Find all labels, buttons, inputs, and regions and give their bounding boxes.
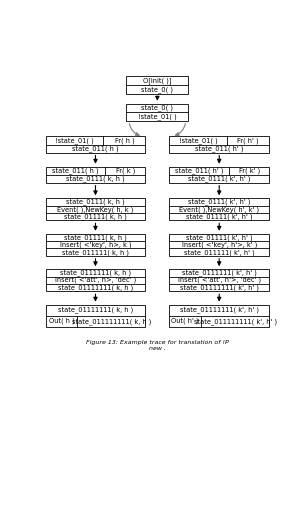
Text: state_01111111( k', h' ): state_01111111( k', h' ): [180, 284, 259, 291]
Text: Figure 13: Example trace for translation of !P: Figure 13: Example trace for translation…: [86, 340, 229, 345]
FancyBboxPatch shape: [169, 167, 269, 183]
Text: O[Init( )]: O[Init( )]: [143, 77, 172, 84]
Text: Event( ),NewKey( h', k' ): Event( ),NewKey( h', k' ): [179, 206, 259, 212]
Text: state_0111( k', h' ): state_0111( k', h' ): [188, 199, 251, 206]
Text: Fr( k' ): Fr( k' ): [239, 167, 260, 174]
FancyBboxPatch shape: [126, 76, 188, 94]
FancyBboxPatch shape: [45, 234, 146, 256]
Text: Insert( <'att', h'>, 'dec' ): Insert( <'att', h'>, 'dec' ): [178, 277, 261, 283]
FancyBboxPatch shape: [45, 167, 146, 183]
Text: state_0( ): state_0( ): [141, 105, 173, 111]
Text: state_0111( k, h ): state_0111( k, h ): [66, 199, 125, 206]
Text: !state_01( ): !state_01( ): [138, 113, 177, 120]
Text: state_01111( k, h ): state_01111( k, h ): [64, 213, 127, 220]
Text: state_01111111( k, h ): state_01111111( k, h ): [58, 307, 133, 313]
FancyBboxPatch shape: [45, 137, 146, 153]
Text: state_011111( k, h ): state_011111( k, h ): [62, 249, 129, 256]
Text: state_01111111( k, h ): state_01111111( k, h ): [58, 284, 133, 291]
Text: state_011111111( k, h ): state_011111111( k, h ): [72, 318, 151, 325]
FancyBboxPatch shape: [45, 304, 146, 327]
Text: state_0111( k, h ): state_0111( k, h ): [66, 175, 125, 182]
Text: state_0( ): state_0( ): [141, 86, 173, 93]
Text: state_01111( k, h ): state_01111( k, h ): [64, 234, 127, 241]
Text: state_01111( k', h' ): state_01111( k', h' ): [186, 213, 253, 220]
Text: state_01111( k', h' ): state_01111( k', h' ): [186, 234, 253, 241]
Text: Insert( <'key', h>, k ): Insert( <'key', h>, k ): [60, 242, 131, 248]
Text: state_0111111( k, h ): state_0111111( k, h ): [60, 269, 131, 276]
Text: Out( h' ): Out( h' ): [171, 318, 199, 324]
Text: Insert( <'key', h'>, k' ): Insert( <'key', h'>, k' ): [181, 242, 257, 248]
FancyBboxPatch shape: [169, 269, 269, 291]
FancyBboxPatch shape: [45, 198, 146, 220]
Text: state_011( h ): state_011( h ): [72, 145, 119, 152]
Text: state_011( h ): state_011( h ): [52, 167, 99, 174]
Text: Fr( k ): Fr( k ): [116, 167, 135, 174]
Text: state_011111111( k', h' ): state_011111111( k', h' ): [194, 318, 277, 325]
Text: state_011111( k', h' ): state_011111( k', h' ): [184, 249, 255, 256]
Text: state_0111( k', h' ): state_0111( k', h' ): [188, 175, 251, 182]
Text: state_011( h' ): state_011( h' ): [195, 145, 243, 152]
Text: new .: new .: [149, 346, 166, 350]
Text: Fr( h' ): Fr( h' ): [237, 137, 259, 144]
Text: Event( ),NewKey( h, k ): Event( ),NewKey( h, k ): [57, 206, 134, 212]
Text: !state_01( ): !state_01( ): [179, 137, 218, 144]
Text: state_0111111( k', h' ): state_0111111( k', h' ): [182, 269, 257, 276]
Text: !state_01( ): !state_01( ): [55, 137, 94, 144]
FancyBboxPatch shape: [126, 104, 188, 121]
Text: state_011( h' ): state_011( h' ): [175, 167, 223, 174]
FancyBboxPatch shape: [45, 269, 146, 291]
FancyBboxPatch shape: [169, 198, 269, 220]
FancyBboxPatch shape: [169, 304, 269, 327]
Text: state_01111111( k', h' ): state_01111111( k', h' ): [180, 307, 259, 313]
Text: Fr( h ): Fr( h ): [115, 137, 134, 144]
Text: Insert( <'att', h>, 'dec' ): Insert( <'att', h>, 'dec' ): [55, 277, 136, 283]
FancyBboxPatch shape: [169, 234, 269, 256]
FancyBboxPatch shape: [169, 137, 269, 153]
Text: Out( h ): Out( h ): [49, 318, 74, 324]
